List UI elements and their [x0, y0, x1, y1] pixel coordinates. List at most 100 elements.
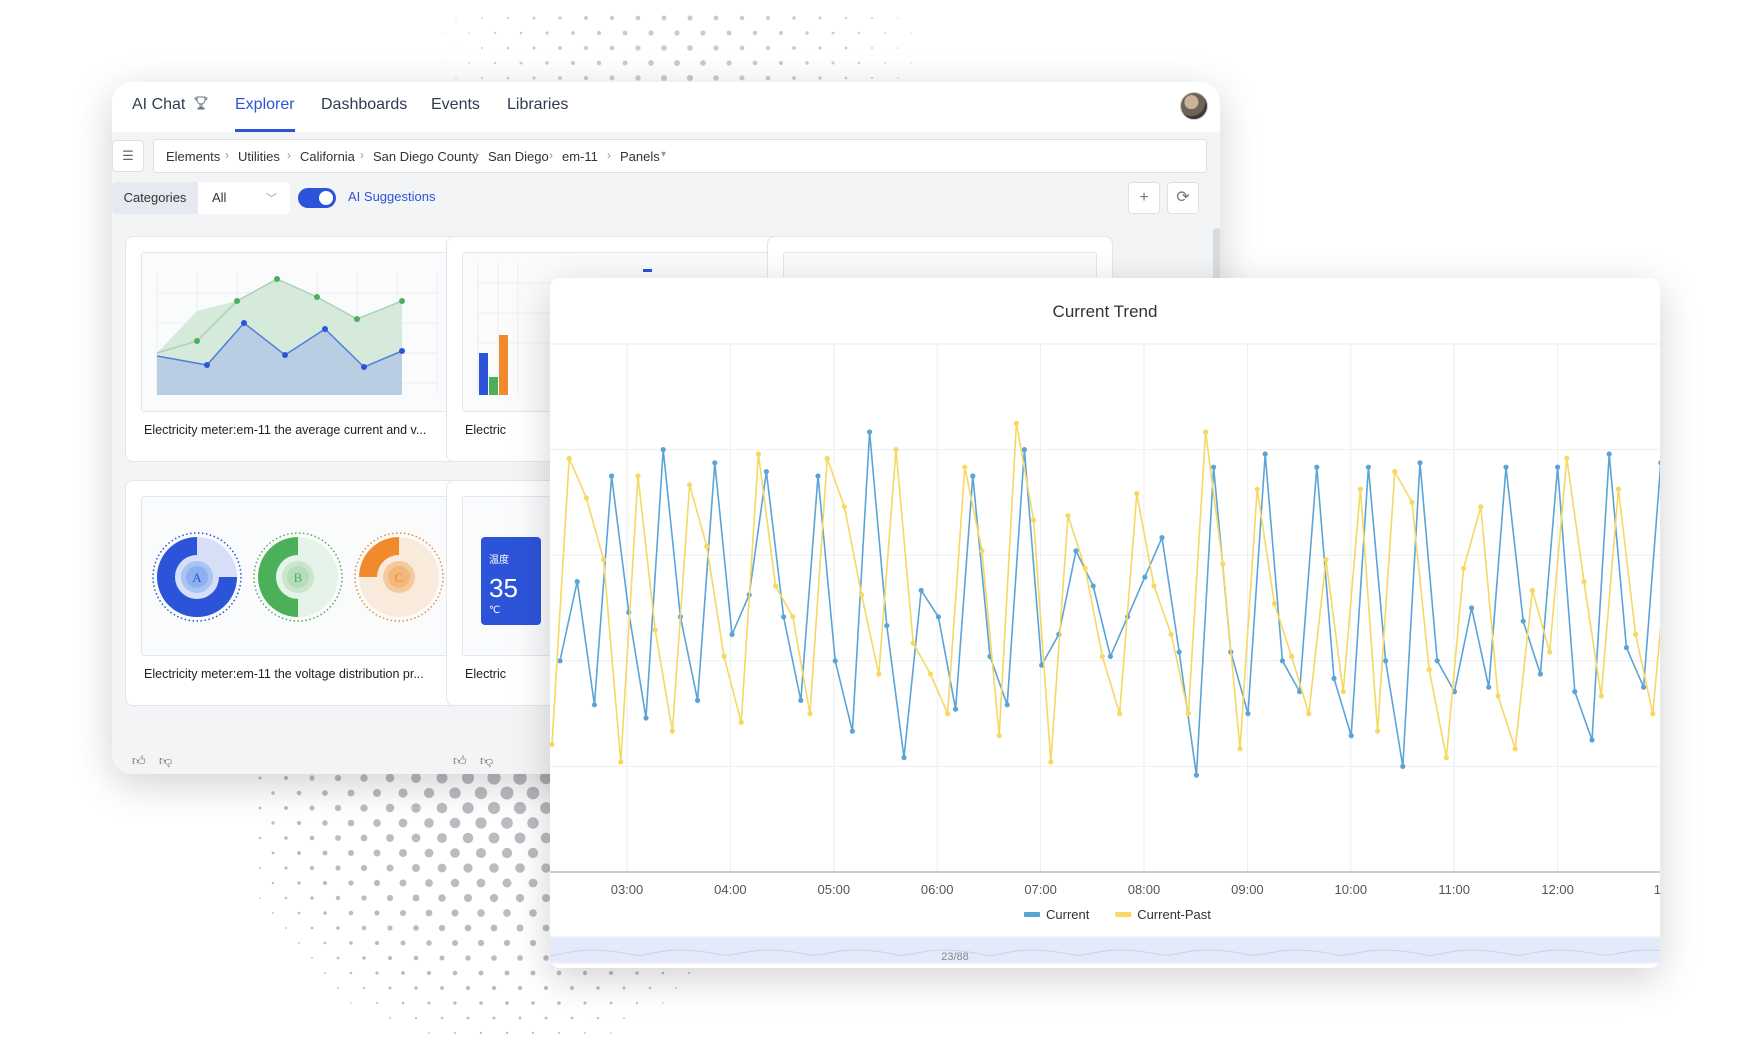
data-point: [1090, 583, 1096, 589]
data-point: [815, 473, 821, 479]
data-point: [1065, 513, 1071, 519]
breadcrumb-item-meter[interactable]: em-11: [562, 149, 598, 164]
data-point: [1331, 675, 1337, 681]
thumbs-up-icon[interactable]: 👍︎: [453, 753, 467, 768]
data-point: [1658, 460, 1660, 466]
data-point: [566, 455, 572, 461]
decorative-dot-pattern-top: [442, 15, 912, 82]
data-point: [1417, 460, 1423, 466]
zoom-window[interactable]: [550, 938, 1660, 962]
data-point: [1185, 711, 1191, 717]
data-point: [807, 711, 813, 717]
data-point: [601, 557, 607, 563]
data-point: [1633, 631, 1639, 637]
temperature-unit: ℃: [489, 605, 501, 616]
data-point: [1434, 658, 1440, 664]
chevron-right-icon: ›: [607, 148, 611, 162]
data-point: [1357, 486, 1363, 492]
data-point: [962, 464, 968, 470]
breadcrumb-item-california[interactable]: California: [300, 149, 355, 164]
data-point: [1151, 583, 1157, 589]
breadcrumb-item-utilities[interactable]: Utilities: [238, 149, 280, 164]
tab-dashboards[interactable]: Dashboards: [321, 96, 408, 113]
data-point: [574, 579, 580, 585]
tab-events[interactable]: Events: [431, 96, 480, 113]
thumbs-up-icon[interactable]: 👍︎: [132, 753, 146, 768]
chevron-right-icon: ›: [475, 148, 479, 162]
data-point: [790, 614, 796, 620]
data-point: [583, 495, 589, 501]
thumbs-down-icon[interactable]: 👎︎: [480, 753, 494, 768]
breadcrumb-item-panels[interactable]: Panels: [620, 149, 660, 164]
temperature-value: 35: [489, 573, 518, 603]
data-point: [1021, 447, 1027, 453]
data-point: [1048, 759, 1054, 765]
data-point: [824, 455, 830, 461]
legend-label: Current-Past: [1137, 907, 1211, 922]
data-point: [550, 741, 555, 747]
refresh-button[interactable]: ⟳: [1167, 182, 1199, 214]
tab-libraries[interactable]: Libraries: [507, 96, 569, 113]
category-select-value[interactable]: All: [212, 190, 227, 205]
data-point: [557, 658, 563, 664]
data-point: [1211, 464, 1217, 470]
data-point: [1495, 693, 1501, 699]
gauge-label-c: C: [395, 570, 404, 585]
legend-swatch: [1115, 912, 1132, 917]
data-point: [1193, 772, 1199, 778]
scrollbar[interactable]: [1213, 228, 1220, 288]
x-tick-label: 13: [1654, 882, 1660, 897]
data-point: [1392, 469, 1398, 475]
data-zoom-slider[interactable]: 23/88: [550, 936, 1660, 964]
data-point: [695, 697, 701, 703]
category-filter[interactable]: Categories All ﹀: [112, 182, 290, 214]
tab-explorer[interactable]: Explorer: [235, 96, 295, 132]
data-point: [953, 706, 959, 712]
ai-suggestions-toggle[interactable]: [298, 188, 336, 208]
breadcrumb-item-county[interactable]: San Diego County: [373, 149, 479, 164]
x-tick-label: 06:00: [921, 882, 954, 897]
data-point: [1348, 733, 1354, 739]
zoom-preview-line: [550, 949, 1660, 957]
data-point: [1082, 565, 1088, 571]
data-point: [1650, 711, 1656, 717]
collapse-icon: ☰: [122, 148, 134, 163]
temperature-tile: 温度 35 ℃: [481, 537, 541, 625]
data-point: [1289, 653, 1295, 659]
data-point: [1615, 486, 1621, 492]
plus-icon: +: [1139, 189, 1149, 206]
data-point: [1564, 455, 1570, 461]
card-title: Electricity meter:em-11 the voltage dist…: [144, 667, 424, 681]
add-button[interactable]: +: [1128, 182, 1160, 214]
breadcrumb: Elements › Utilities › California › San …: [153, 139, 1207, 173]
area-chart-thumbnail: [141, 252, 455, 412]
data-point: [1323, 557, 1329, 563]
data-point: [1365, 464, 1371, 470]
suggestion-card[interactable]: A B C Electricity meter:em-11 the voltag…: [125, 480, 471, 706]
chart-legend: Current Current-Past: [1024, 907, 1211, 922]
thumbs-down-icon[interactable]: 👎︎: [159, 753, 173, 768]
data-point: [859, 592, 865, 598]
data-point: [1641, 684, 1647, 690]
data-point: [1572, 689, 1578, 695]
data-point: [935, 614, 941, 620]
data-point: [660, 447, 666, 453]
data-point: [712, 460, 718, 466]
tab-ai-chat[interactable]: AI Chat: [132, 96, 208, 132]
collapse-sidebar-button[interactable]: ☰: [112, 140, 144, 172]
suggestion-card[interactable]: Electricity meter:em-11 the average curr…: [125, 236, 471, 462]
breadcrumb-item-elements[interactable]: Elements: [166, 149, 221, 164]
data-point: [1039, 662, 1045, 668]
data-point: [1520, 618, 1526, 624]
data-point: [884, 623, 890, 629]
x-tick-label: 07:00: [1024, 882, 1057, 897]
data-point: [755, 451, 761, 457]
user-avatar[interactable]: [1180, 92, 1208, 120]
legend-swatch: [1024, 912, 1040, 917]
data-point: [945, 711, 951, 717]
data-point: [1512, 746, 1518, 752]
data-point: [910, 640, 916, 646]
data-point: [1400, 763, 1406, 769]
data-point: [643, 715, 649, 721]
breadcrumb-item-city[interactable]: San Diego: [488, 149, 549, 164]
